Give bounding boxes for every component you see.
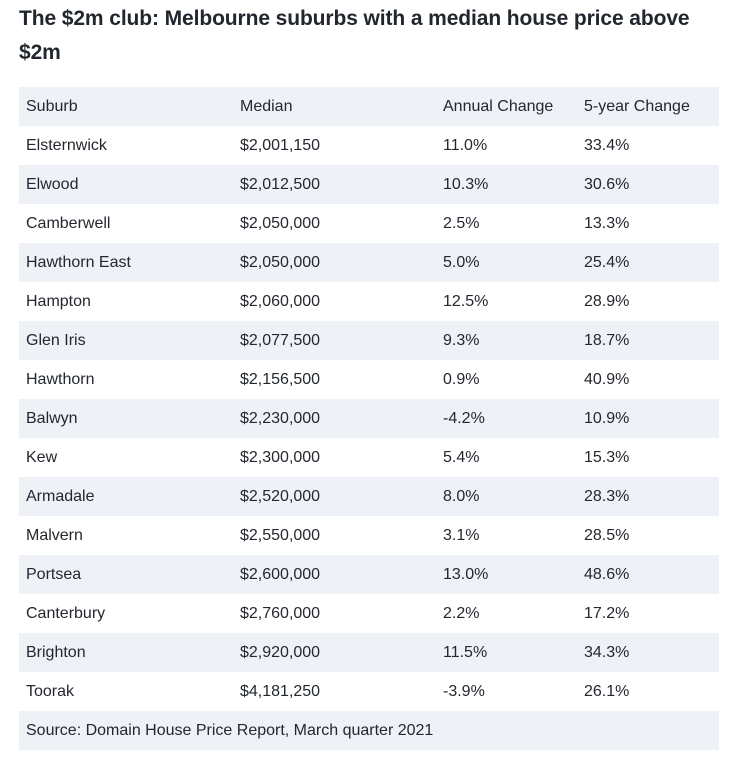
header-5-year-change: 5-year Change — [584, 97, 690, 115]
cell-5-year-change: 13.3% — [584, 214, 630, 232]
header-suburb: Suburb — [26, 97, 78, 115]
cell-suburb: Elsternwick — [26, 136, 107, 154]
cell-median: $2,230,000 — [240, 409, 321, 427]
median-price-table: Suburb Median Annual Change 5-year Chang… — [19, 87, 719, 750]
cell-suburb: Elwood — [26, 175, 79, 193]
table-row: Malvern $2,550,000 3.1% 28.5% — [19, 516, 719, 555]
cell-median: $2,300,000 — [240, 448, 321, 466]
cell-median: $2,077,500 — [240, 331, 321, 349]
cell-annual-change: -4.2% — [443, 409, 485, 427]
cell-suburb: Armadale — [26, 487, 95, 505]
cell-suburb: Canterbury — [26, 604, 106, 622]
table-row: Hawthorn East $2,050,000 5.0% 25.4% — [19, 243, 719, 282]
cell-median: $2,060,000 — [240, 292, 321, 310]
cell-suburb: Camberwell — [26, 214, 111, 232]
cell-suburb: Balwyn — [26, 409, 78, 427]
table-title: The $2m club: Melbourne suburbs with a m… — [19, 7, 690, 64]
cell-suburb: Hawthorn — [26, 370, 95, 388]
cell-annual-change: 3.1% — [443, 526, 480, 544]
cell-median: $2,760,000 — [240, 604, 321, 622]
table-row: Elsternwick $2,001,150 11.0% 33.4% — [19, 126, 719, 165]
cell-suburb: Brighton — [26, 643, 86, 661]
cell-5-year-change: 25.4% — [584, 253, 630, 271]
table-header: Suburb Median Annual Change 5-year Chang… — [19, 87, 719, 126]
cell-suburb: Toorak — [26, 682, 75, 700]
cell-suburb: Malvern — [26, 526, 83, 544]
header-row: Suburb Median Annual Change 5-year Chang… — [19, 87, 719, 126]
table-body: Elsternwick $2,001,150 11.0% 33.4% Elwood $2,… — [19, 126, 719, 711]
cell-annual-change: -3.9% — [443, 682, 485, 700]
cell-suburb: Hawthorn East — [26, 253, 131, 271]
cell-5-year-change: 30.6% — [584, 175, 630, 193]
table-row: Hampton $2,060,000 12.5% 28.9% — [19, 282, 719, 321]
table-row: Kew $2,300,000 5.4% 15.3% — [19, 438, 719, 477]
cell-5-year-change: 28.5% — [584, 526, 630, 544]
cell-annual-change: 13.0% — [443, 565, 489, 583]
cell-suburb: Glen Iris — [26, 331, 86, 349]
cell-5-year-change: 18.7% — [584, 331, 630, 349]
cell-median: $2,001,150 — [240, 136, 321, 154]
table-row: Armadale $2,520,000 8.0% 28.3% — [19, 477, 719, 516]
source-note: Source: Domain House Price Report, March… — [26, 721, 434, 739]
cell-5-year-change: 34.3% — [584, 643, 630, 661]
table-row: Toorak $4,181,250 -3.9% 26.1% — [19, 672, 719, 711]
cell-suburb: Kew — [26, 448, 58, 466]
cell-annual-change: 2.2% — [443, 604, 480, 622]
cell-5-year-change: 17.2% — [584, 604, 630, 622]
cell-5-year-change: 26.1% — [584, 682, 630, 700]
table-footer: Source: Domain House Price Report, March… — [19, 711, 719, 750]
cell-annual-change: 9.3% — [443, 331, 480, 349]
cell-annual-change: 8.0% — [443, 487, 480, 505]
cell-annual-change: 11.0% — [443, 136, 488, 154]
cell-annual-change: 5.4% — [443, 448, 480, 466]
cell-suburb: Hampton — [26, 292, 91, 310]
header-annual-change: Annual Change — [443, 97, 554, 115]
table-row: Balwyn $2,230,000 -4.2% 10.9% — [19, 399, 719, 438]
cell-median: $2,550,000 — [240, 526, 321, 544]
cell-median: $2,600,000 — [240, 565, 321, 583]
cell-median: $2,156,500 — [240, 370, 321, 388]
cell-median: $2,050,000 — [240, 214, 321, 232]
cell-annual-change: 2.5% — [443, 214, 480, 232]
cell-annual-change: 0.9% — [443, 370, 480, 388]
table-row: Camberwell $2,050,000 2.5% 13.3% — [19, 204, 719, 243]
table-row: Canterbury $2,760,000 2.2% 17.2% — [19, 594, 719, 633]
cell-5-year-change: 28.3% — [584, 487, 630, 505]
cell-annual-change: 12.5% — [443, 292, 489, 310]
cell-5-year-change: 48.6% — [584, 565, 630, 583]
cell-5-year-change: 15.3% — [584, 448, 630, 466]
cell-annual-change: 5.0% — [443, 253, 480, 271]
header-median: Median — [240, 97, 293, 115]
table-row: Brighton $2,920,000 11.5% 34.3% — [19, 633, 719, 672]
cell-5-year-change: 10.9% — [584, 409, 630, 427]
cell-suburb: Portsea — [26, 565, 82, 583]
cell-5-year-change: 33.4% — [584, 136, 630, 154]
cell-annual-change: 10.3% — [443, 175, 489, 193]
table-row: Glen Iris $2,077,500 9.3% 18.7% — [19, 321, 719, 360]
cell-median: $2,012,500 — [240, 175, 321, 193]
cell-5-year-change: 28.9% — [584, 292, 630, 310]
cell-median: $2,520,000 — [240, 487, 321, 505]
source-row: Source: Domain House Price Report, March… — [19, 711, 719, 750]
cell-median: $2,920,000 — [240, 643, 321, 661]
cell-5-year-change: 40.9% — [584, 370, 630, 388]
cell-median: $4,181,250 — [240, 682, 321, 700]
cell-median: $2,050,000 — [240, 253, 321, 271]
table-row: Hawthorn $2,156,500 0.9% 40.9% — [19, 360, 719, 399]
cell-annual-change: 11.5% — [443, 643, 488, 661]
table-row: Elwood $2,012,500 10.3% 30.6% — [19, 165, 719, 204]
table-row: Portsea $2,600,000 13.0% 48.6% — [19, 555, 719, 594]
